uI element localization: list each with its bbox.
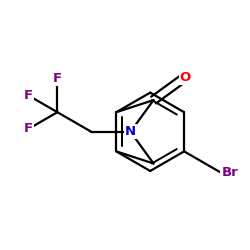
Text: Br: Br (222, 166, 238, 179)
Text: F: F (24, 89, 33, 102)
Text: O: O (180, 70, 191, 84)
Text: F: F (53, 72, 62, 86)
Text: F: F (24, 122, 33, 135)
Text: N: N (125, 125, 136, 138)
